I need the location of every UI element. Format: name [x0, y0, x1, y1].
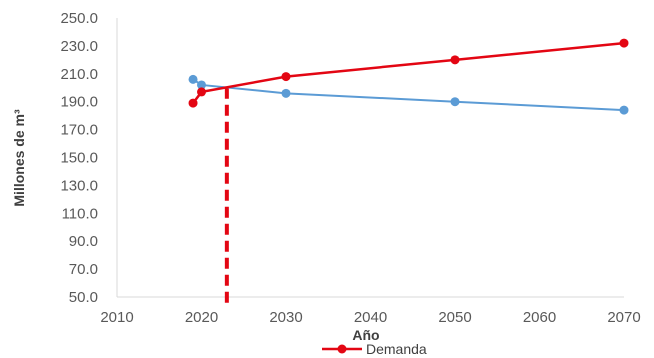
y-tick-label: 50.0	[69, 289, 98, 306]
x-tick-label: 2030	[269, 309, 302, 326]
y-tick-label: 170.0	[60, 122, 98, 139]
y-tick-label: 210.0	[60, 66, 98, 83]
y-axis-ticks: 50.0 70.0 90.0 110.0 130.0 150.0 170.0 190.0 210…	[60, 10, 98, 306]
x-tick-label: 2020	[185, 309, 218, 326]
legend-swatch-marker	[337, 344, 347, 354]
y-tick-label: 70.0	[69, 261, 98, 278]
y-tick-label: 250.0	[60, 10, 98, 27]
y-axis-title: Millones de m³	[11, 109, 27, 207]
data-point	[188, 74, 198, 84]
data-point	[281, 72, 291, 82]
series-line	[192, 41, 625, 104]
series-layer	[188, 38, 629, 115]
legend: Demanda	[322, 341, 427, 357]
y-tick-label: 110.0	[62, 205, 98, 222]
data-point	[197, 80, 206, 90]
x-tick-label: 2050	[438, 309, 471, 326]
y-tick-label: 130.0	[60, 177, 98, 194]
x-tick-label: 2060	[523, 309, 556, 326]
data-point	[450, 97, 460, 107]
series-1	[188, 74, 629, 115]
x-tick-label: 2040	[354, 309, 387, 326]
legend-label: Demanda	[366, 341, 427, 357]
data-point	[619, 38, 629, 48]
data-point	[450, 55, 460, 65]
data-point	[197, 87, 206, 97]
plot-area: 50.0 70.0 90.0 110.0 130.0 150.0 170.0 190.0 210…	[60, 10, 640, 326]
data-point	[619, 105, 629, 115]
y-tick-label: 230.0	[60, 38, 98, 55]
y-tick-label: 90.0	[69, 233, 98, 250]
y-tick-label: 150.0	[60, 150, 98, 167]
data-point	[281, 88, 291, 98]
series-line	[192, 78, 625, 112]
x-axis-title: Año	[352, 327, 379, 343]
x-tick-label: 2010	[100, 309, 133, 326]
y-tick-label: 190.0	[60, 94, 98, 111]
series-2	[188, 38, 629, 108]
x-axis-ticks: 2010 2020 2030 2040 2050 2060 2070	[100, 309, 640, 326]
data-point	[188, 98, 198, 108]
x-tick-label: 2070	[607, 309, 640, 326]
